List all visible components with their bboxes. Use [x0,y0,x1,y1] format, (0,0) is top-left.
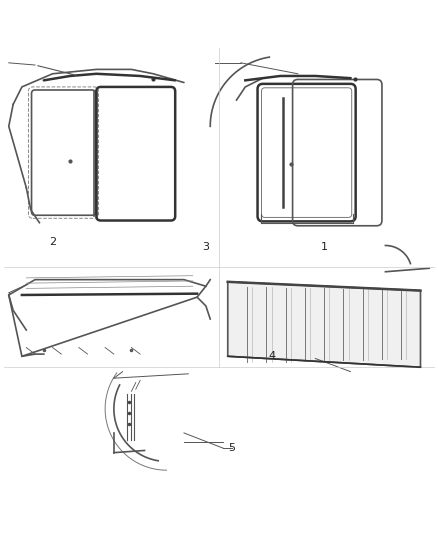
Text: 4: 4 [268,351,275,361]
Text: 2: 2 [49,237,56,247]
Text: 1: 1 [321,242,328,252]
Polygon shape [228,282,420,367]
Text: 5: 5 [229,443,236,453]
Text: 3: 3 [202,242,209,252]
